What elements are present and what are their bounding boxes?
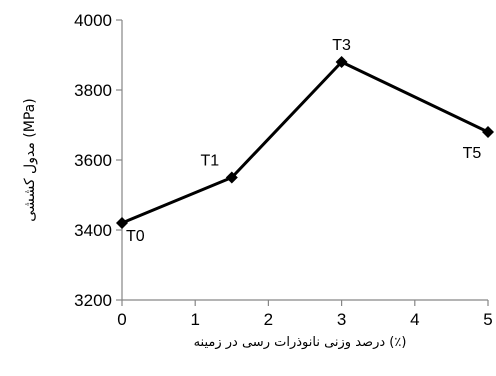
point-label: T0 [126,228,145,245]
axes [121,20,488,301]
data-point [116,217,128,229]
y-tick-label: 3600 [74,151,112,170]
y-tick-label: 3400 [74,221,112,240]
x-tick-label: 4 [410,310,419,329]
x-ticks: 0 1 2 3 4 5 [117,300,493,329]
x-axis-title: درصد وزنی نانوذرات رسی در زمینه (٪) [194,335,407,350]
x-tick-label: 3 [337,310,346,329]
data-point [482,126,494,138]
y-tick-label: 3800 [74,81,112,100]
series [116,56,494,229]
point-labels: T0 T1 T3 T5 [126,37,481,245]
y-tick-label: 4000 [74,11,112,30]
x-tick-label: 5 [483,310,492,329]
y-tick-label: 3200 [74,291,112,310]
x-tick-label: 2 [264,310,273,329]
point-label: T1 [200,153,219,170]
x-tick-label: 1 [190,310,199,329]
data-point [335,56,348,68]
x-tick-label: 0 [117,310,126,329]
data-point [225,171,238,184]
y-axis-title: مدول کششی (MPa) [22,98,38,221]
y-ticks: 3200 3400 3600 3800 4000 [74,11,122,310]
point-label: T5 [463,145,482,162]
series-line [121,60,489,225]
point-label: T3 [332,37,351,54]
